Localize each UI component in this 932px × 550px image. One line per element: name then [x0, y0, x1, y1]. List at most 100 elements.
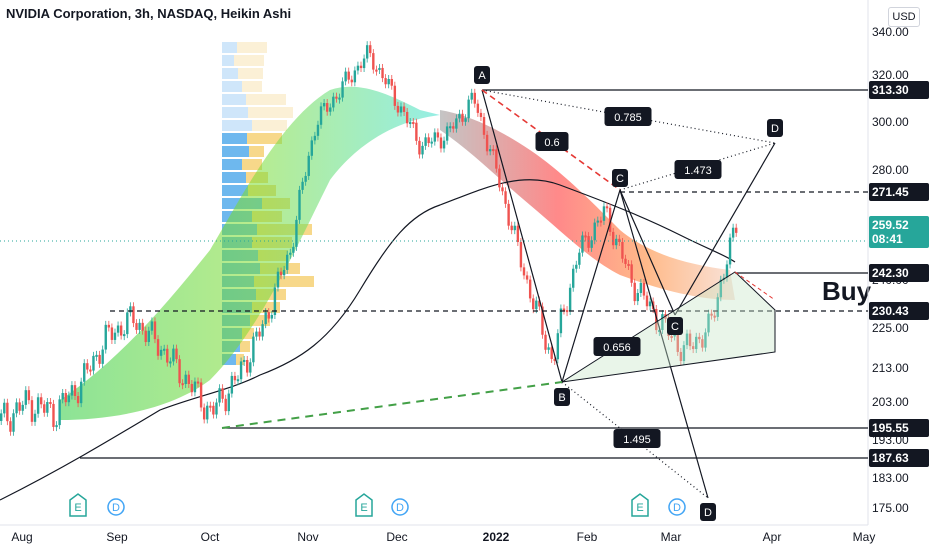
candle-body: [584, 235, 587, 238]
dividend-event-icon[interactable]: [107, 498, 125, 516]
candle-body: [310, 140, 314, 156]
level-price-text: 187.63: [872, 451, 909, 465]
volume-profile-bar: [249, 146, 264, 157]
pattern-point-tag: [700, 503, 716, 521]
candle-body: [24, 390, 28, 405]
candle-body: [221, 388, 224, 399]
y-tick-label: 340.00: [872, 25, 909, 39]
candle-body: [341, 81, 344, 98]
ratio-tag: [535, 132, 569, 151]
volume-profile-bar: [222, 55, 234, 66]
level-price-tag: [869, 419, 929, 437]
candle-body: [390, 78, 393, 86]
candle-body: [547, 347, 550, 350]
volume-profile-bar: [254, 276, 314, 287]
x-tick-label: Apr: [763, 530, 782, 544]
dividend-event-icon[interactable]: [391, 498, 409, 516]
volume-profile-bar: [250, 315, 270, 326]
candle-body: [599, 220, 603, 223]
candle-body: [92, 355, 95, 371]
candle-body: [418, 140, 421, 155]
candle-body: [402, 106, 406, 112]
candle-body: [199, 382, 203, 408]
candle-body: [86, 363, 89, 370]
event-label: E: [74, 502, 81, 514]
earnings-event-icon[interactable]: [69, 493, 87, 517]
pattern-point-label: C: [671, 321, 679, 333]
level-price-tag: [869, 302, 929, 320]
candle-body: [587, 236, 590, 248]
candle-body: [76, 395, 80, 404]
volume-profile-bar: [242, 328, 254, 339]
candle-body: [562, 308, 566, 311]
currency-button[interactable]: USD: [888, 7, 920, 27]
candle-body: [73, 385, 77, 396]
volume-profile-bar: [238, 68, 263, 79]
earnings-event-icon[interactable]: [355, 493, 373, 517]
candle-body: [304, 175, 307, 182]
candle-body: [485, 134, 489, 152]
level-price-text: 230.43: [872, 304, 909, 318]
level-price-tag: [869, 81, 929, 99]
candle-body: [495, 149, 498, 169]
candle-body: [535, 300, 538, 310]
candle-body: [455, 118, 458, 129]
candle-body: [442, 140, 446, 149]
candle-body: [673, 334, 676, 337]
candle-body: [316, 124, 320, 136]
candle-body: [445, 126, 449, 141]
candle-body: [236, 379, 240, 382]
candle-body: [0, 413, 3, 421]
candle-body: [633, 282, 636, 302]
candle-body: [618, 238, 621, 243]
level-price-text: 313.30: [872, 83, 909, 97]
candle-body: [107, 324, 111, 328]
candle-body: [575, 264, 578, 269]
candle-body: [525, 275, 529, 280]
volume-profile-bar: [248, 107, 293, 118]
level-price-text: 242.30: [872, 266, 909, 280]
pattern-point-label: D: [771, 123, 779, 135]
candle-body: [119, 325, 123, 336]
candle-body: [58, 399, 61, 426]
candle-body: [556, 333, 560, 360]
candle-body: [516, 225, 520, 243]
candle-body: [276, 271, 280, 288]
candle-body: [427, 137, 430, 144]
volume-profile-bar: [222, 172, 246, 183]
candle-body: [559, 308, 563, 334]
candle-body: [15, 402, 18, 414]
candle-body: [218, 388, 221, 403]
candle-body: [655, 309, 658, 331]
candle-body: [350, 79, 353, 83]
candle-body: [162, 348, 166, 351]
candle-body: [639, 282, 643, 293]
candle-body: [202, 407, 206, 420]
candle-body: [175, 348, 178, 360]
y-tick-label: 203.00: [872, 395, 909, 409]
pattern-point-label: A: [478, 70, 486, 82]
candle-body: [439, 137, 443, 149]
candle-body: [581, 235, 584, 253]
candle-body: [728, 237, 732, 265]
volume-profile-bar: [247, 133, 282, 144]
candle-body: [332, 96, 335, 108]
x-tick-label: Feb: [577, 530, 598, 544]
candle-body: [356, 65, 360, 71]
candle-body: [716, 297, 719, 317]
volume-profile-bar: [234, 55, 264, 66]
candle-body: [159, 349, 163, 356]
candle-body: [292, 246, 295, 253]
volume-profile-bar: [242, 81, 262, 92]
event-label: D: [112, 502, 120, 514]
candle-body: [627, 263, 630, 266]
candle-body: [329, 107, 332, 112]
candle-body: [670, 336, 673, 339]
candle-body: [325, 103, 329, 112]
candle-body: [365, 45, 369, 59]
candle-body: [83, 363, 86, 382]
earnings-event-icon[interactable]: [631, 493, 649, 517]
dividend-event-icon[interactable]: [668, 498, 686, 516]
candle-body: [658, 330, 661, 333]
